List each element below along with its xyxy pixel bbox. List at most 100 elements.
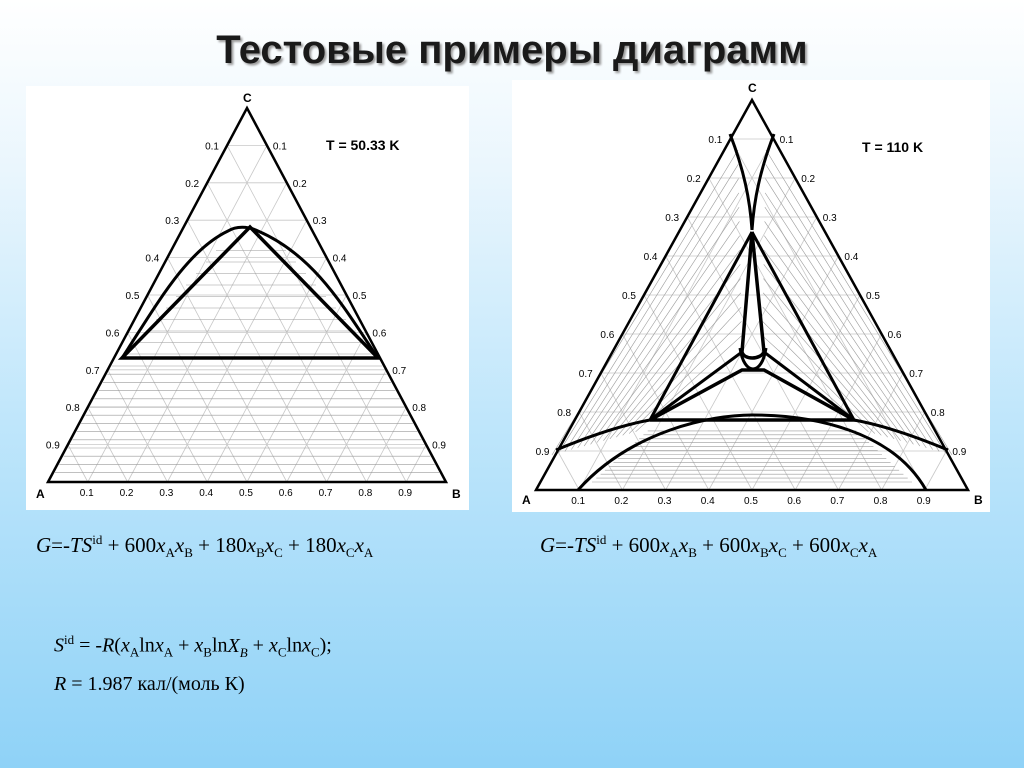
tick-label-bottom: 0.1 [80,488,94,499]
tick-label-left: 0.5 [622,291,636,302]
grid-lines-right [557,138,947,491]
tick-label-bottom: 0.5 [239,488,253,499]
vertex-label-b-right: B [974,493,983,507]
grid-line [67,444,89,483]
tick-label-left: 0.7 [86,366,100,377]
grid-line [578,411,623,491]
tick-label-left: 0.1 [708,135,722,146]
tie-line [765,178,940,452]
grid-line [578,138,774,491]
tie-line [764,192,933,450]
grid-line [87,407,128,483]
tie-line [764,235,914,445]
tie-line [628,321,742,434]
tie-line [762,306,882,436]
binodal-curve-left [120,225,380,359]
tick-label-right: 0.9 [432,441,446,452]
tick-label-right: 0.4 [333,254,347,265]
grid-line [147,294,248,483]
tick-label-left: 0.6 [600,330,614,341]
tick-label-right: 0.2 [293,179,307,190]
grid-line [326,369,387,483]
vertex-label-c-left: C [243,91,252,105]
tie-line [622,306,742,436]
tie-line [765,164,946,454]
tick-label-left: 0.3 [665,213,679,224]
central-region-right [648,231,856,422]
tick-label-right: 0.5 [866,291,880,302]
tick-label-right: 0.5 [353,291,367,302]
binodal-curve-bottom-right [576,413,928,492]
tie-line [764,206,927,449]
tick-label-left: 0.6 [106,328,120,339]
grid-line [87,145,268,483]
tick-label-right: 0.2 [801,174,815,185]
grid-line [557,450,580,491]
binodal-curve-top-right [728,133,776,231]
tick-label-bottom: 0.1 [571,496,585,507]
tick-label-bottom: 0.3 [159,488,173,499]
tick-label-bottom: 0.3 [658,496,672,507]
vertex-label-a-left: A [36,487,45,501]
tick-label-left: 0.2 [185,179,199,190]
tick-label-bottom: 0.6 [279,488,293,499]
tick-label-bottom: 0.9 [398,488,412,499]
entropy-formula: Sid = -R(xAlnxA + xBlnXB + xClnxC); [54,632,332,660]
grid-line [167,220,308,483]
tick-label-right: 0.9 [952,447,966,458]
tie-line [609,278,741,440]
tick-label-left: 0.4 [644,252,658,263]
tie-line [558,164,739,454]
page-title: Тестовые примеры диаграмм [216,28,808,72]
grid-line [405,444,427,483]
gibbs-formula-left: G=-TSid + 600xAxB + 180xBxC + 180xCxA [36,532,374,561]
tick-label-right: 0.1 [780,135,794,146]
tick-label-left: 0.9 [536,447,550,458]
tick-label-right: 0.6 [888,330,902,341]
tick-label-right: 0.3 [313,216,327,227]
tie-line [596,249,741,443]
grid-line [226,145,407,483]
tick-label-left: 0.4 [145,254,159,265]
tick-label-left: 0.5 [126,291,140,302]
grid-line [206,182,367,483]
tick-label-bottom: 0.7 [319,488,333,499]
tick-labels-left: 0.1 0.1 0.1 0.2 0.2 0.2 0.3 0.3 0.3 0.4 0.4 0.4 0.5 0… [46,141,447,499]
tick-label-bottom: 0.4 [199,488,213,499]
vertex-label-a-right: A [522,493,531,507]
grid-line [107,369,168,483]
tick-label-bottom: 0.2 [120,488,134,499]
tick-label-left: 0.8 [66,403,80,414]
tick-label-bottom: 0.2 [614,496,628,507]
tie-line [577,206,740,449]
tick-label-left: 0.2 [687,174,701,185]
ternary-diagram-left: C A B T = 50.33 K 0.1 0.1 0.1 0.2 0.2 0.2 0.3 0… [26,86,469,510]
gibbs-formula-right: G=-TSid + 600xAxB + 600xBxC + 600xCxA [540,532,878,561]
temperature-label-left: T = 50.33 K [326,137,400,153]
tie-line [583,221,740,447]
tick-label-right: 0.4 [844,252,858,263]
tie-line [762,321,876,434]
triangle-outline-right [533,97,971,492]
grid-line [186,220,327,483]
tie-line [764,221,921,447]
tick-label-bottom: 0.6 [787,496,801,507]
tick-label-left: 0.3 [165,216,179,227]
tick-label-bottom: 0.8 [874,496,888,507]
tick-label-left: 0.9 [46,441,60,452]
tie-line [763,278,895,440]
tick-label-right: 0.7 [392,366,406,377]
tick-label-bottom: 0.4 [701,496,715,507]
tick-label-bottom: 0.8 [358,488,372,499]
ternary-diagram-right: C A B T = 110 K 0.1 0.1 0.1 0.2 0.2 0.2 0.3 0.3… [512,80,990,512]
tick-label-bottom: 0.5 [744,496,758,507]
grid-line [665,255,796,491]
triangle-outline-left [45,105,449,484]
tick-label-right: 0.8 [412,403,426,414]
binodal-curve-left-right [555,418,651,452]
tick-label-bottom: 0.9 [917,496,931,507]
tick-label-right: 0.6 [372,328,386,339]
tie-line [571,192,740,450]
grid-line [246,294,347,483]
three-phase-triangle-left [117,224,383,360]
